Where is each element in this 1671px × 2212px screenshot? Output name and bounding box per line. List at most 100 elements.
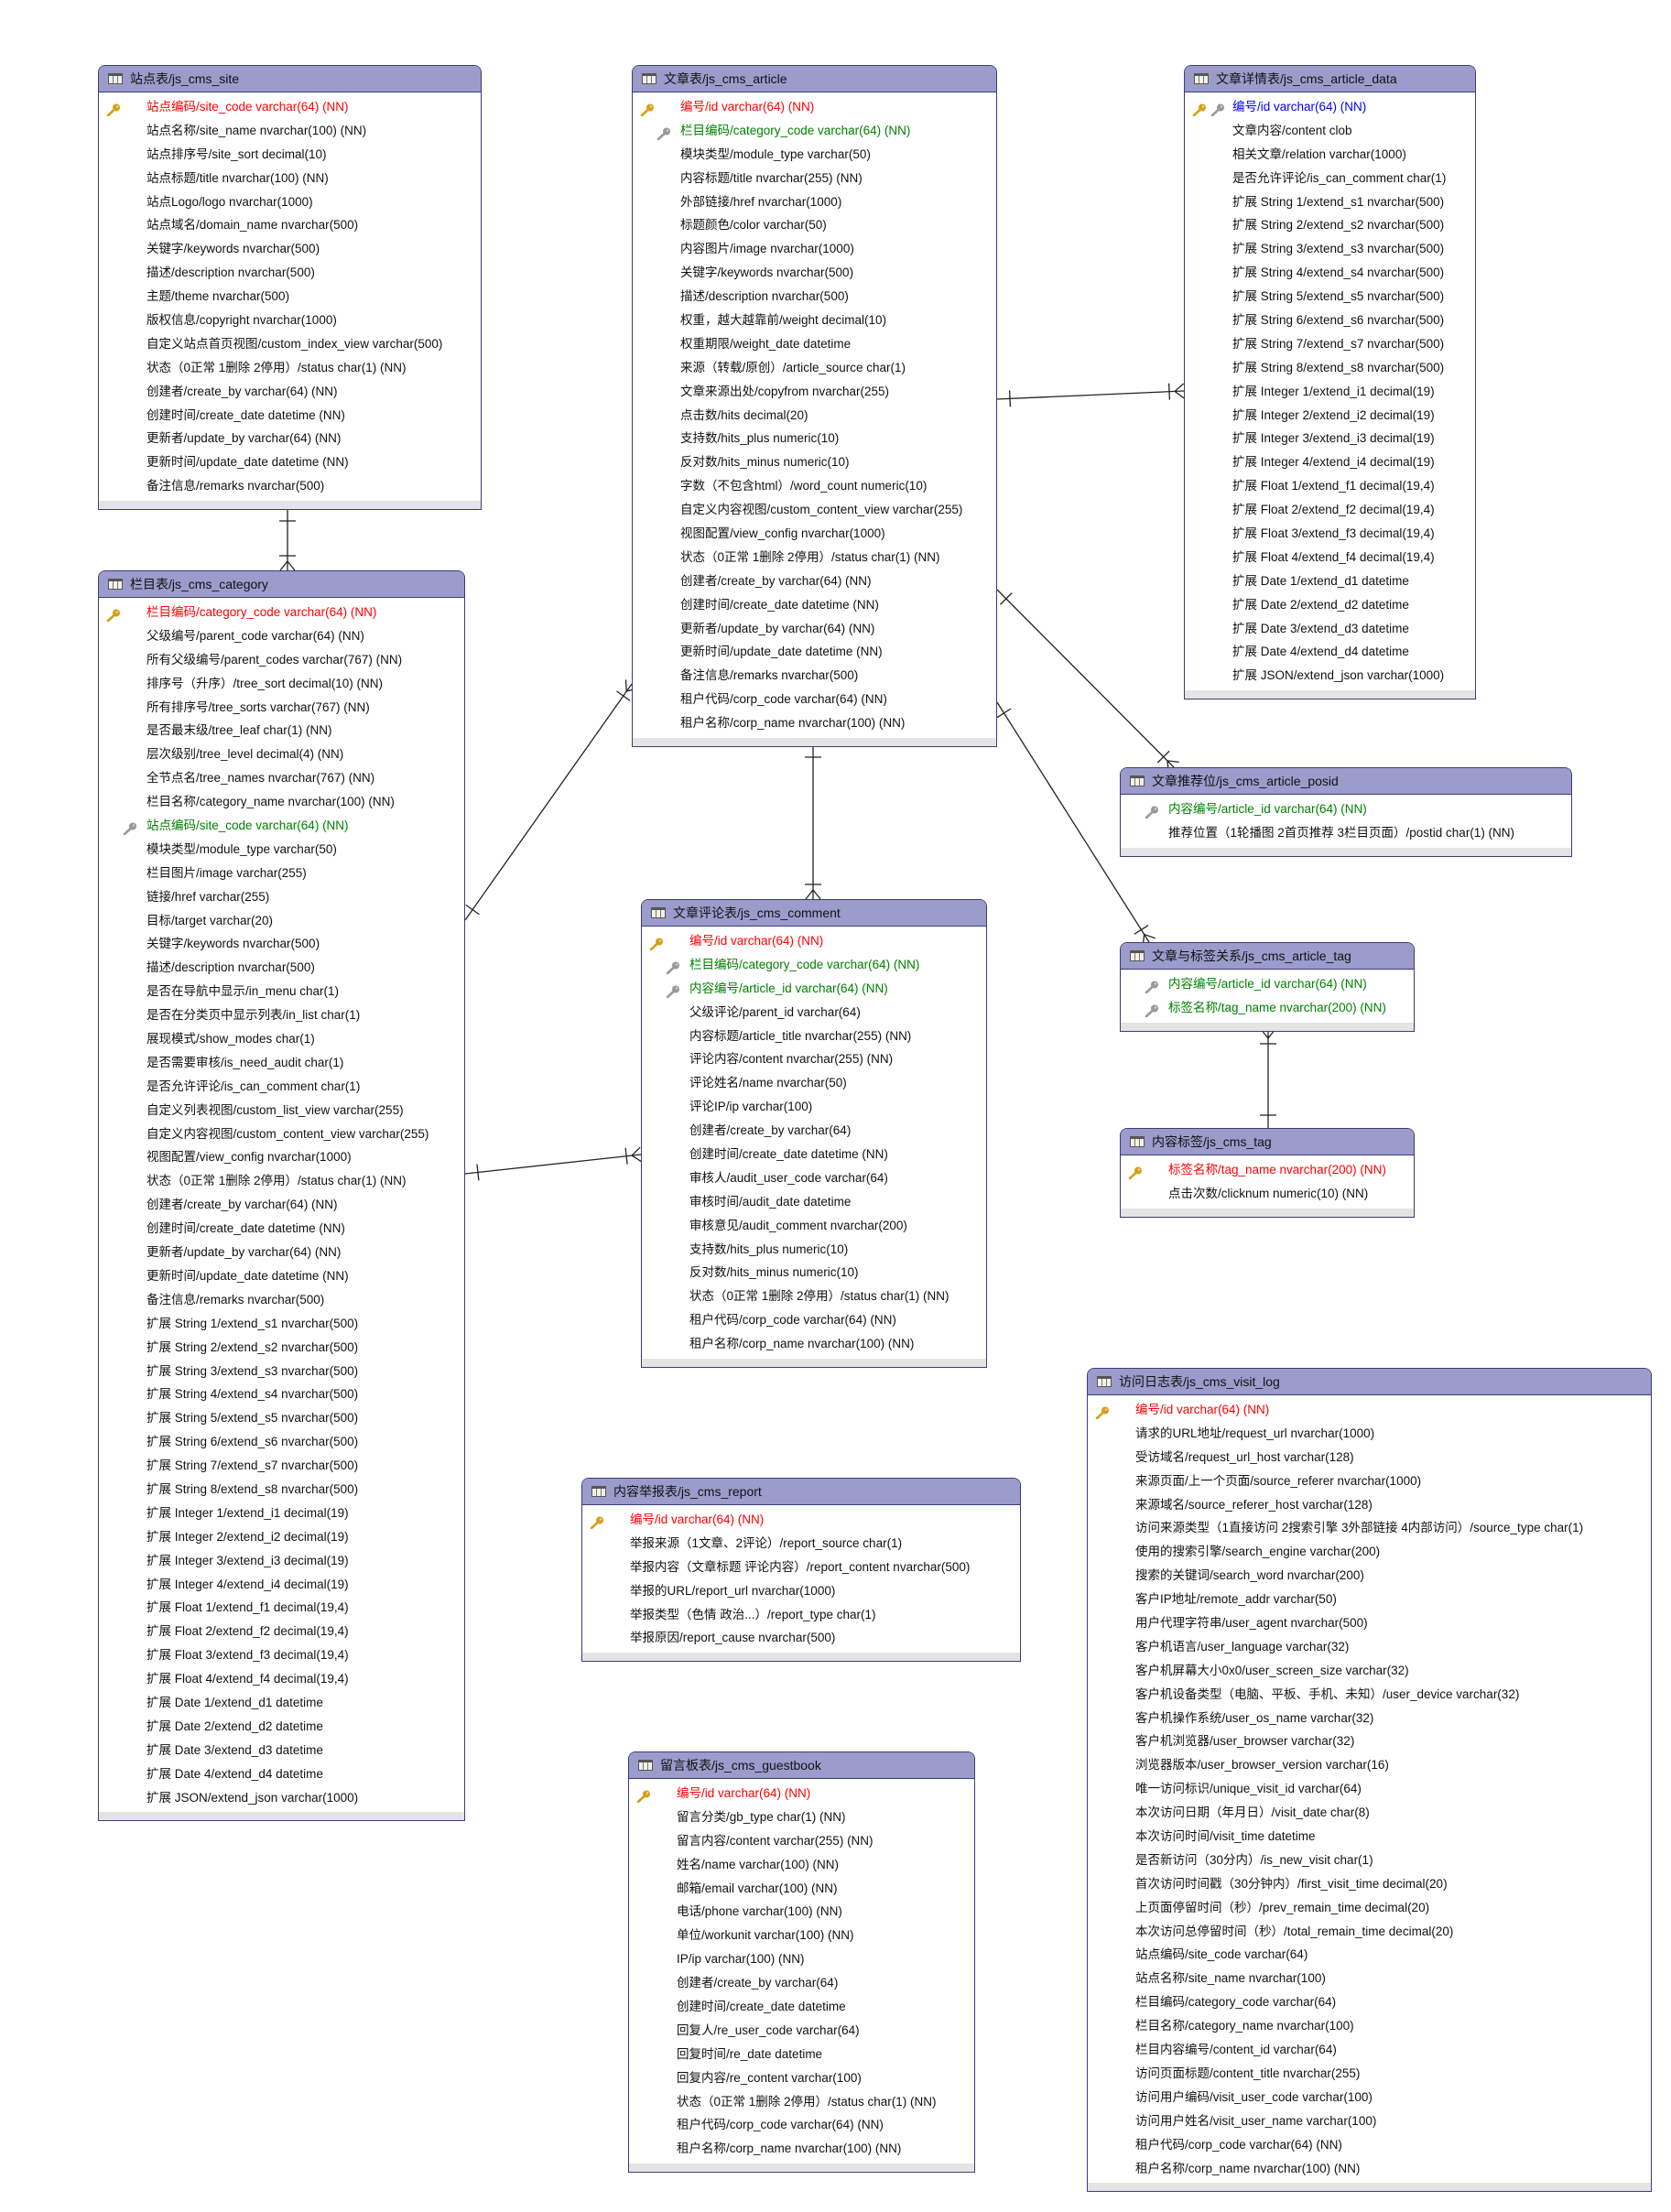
table-field[interactable]: 自定义内容视图/custom_content_view varchar(255)	[633, 498, 996, 522]
table-field[interactable]: 回复时间/re_date datetime	[629, 2043, 974, 2066]
table-field[interactable]: 扩展 Float 4/extend_f4 decimal(19,4)	[99, 1667, 464, 1691]
table-field[interactable]: 字数（不包含html）/word_count numeric(10)	[633, 474, 996, 498]
table-field[interactable]: 扩展 Date 1/extend_d1 datetime	[1185, 569, 1475, 593]
table-field[interactable]: 创建者/create_by varchar(64)	[642, 1119, 986, 1143]
table-field[interactable]: 描述/description nvarchar(500)	[99, 261, 481, 285]
table-category[interactable]: 栏目表/js_cms_category 栏目编码/category_code va…	[98, 570, 465, 1822]
table-field[interactable]: 链接/href varchar(255)	[99, 885, 464, 909]
table-field[interactable]: 租户名称/corp_name nvarchar(100) (NN)	[633, 711, 996, 735]
table-field[interactable]: 评论姓名/name nvarchar(50)	[642, 1071, 986, 1095]
table-field[interactable]: 邮箱/email varchar(100) (NN)	[629, 1877, 974, 1901]
table-field[interactable]: 编号/id varchar(64) (NN)	[633, 95, 996, 119]
table-field[interactable]: 受访域名/request_url_host varchar(128)	[1088, 1446, 1651, 1469]
table-header[interactable]: 留言板表/js_cms_guestbook	[629, 1752, 974, 1779]
table-field[interactable]: 推荐位置（1轮播图 2首页推荐 3栏目页面）/postid char(1) (N…	[1121, 821, 1571, 845]
table-field[interactable]: 租户代码/corp_code varchar(64) (NN)	[1088, 2133, 1651, 2157]
table-field[interactable]: 相关文章/relation varchar(1000)	[1185, 143, 1475, 167]
table-field[interactable]: 扩展 String 1/extend_s1 nvarchar(500)	[1185, 190, 1475, 214]
table-field[interactable]: 创建时间/create_date datetime (NN)	[633, 593, 996, 617]
table-field[interactable]: 扩展 String 7/extend_s7 nvarchar(500)	[1185, 332, 1475, 356]
table-field[interactable]: 本次访问日期（年月日）/visit_date char(8)	[1088, 1801, 1651, 1825]
table-field[interactable]: 更新时间/update_date datetime (NN)	[633, 640, 996, 664]
table-field[interactable]: 来源域名/source_referer_host varchar(128)	[1088, 1493, 1651, 1517]
table-field[interactable]: 内容图片/image nvarchar(1000)	[633, 237, 996, 261]
table-field[interactable]: 是否需要审核/is_need_audit char(1)	[99, 1051, 464, 1075]
table-header[interactable]: 站点表/js_cms_site	[99, 66, 481, 92]
table-field[interactable]: 描述/description nvarchar(500)	[99, 956, 464, 980]
table-comment[interactable]: 文章评论表/js_cms_comment 编号/id varchar(64) (N…	[641, 899, 987, 1369]
table-field[interactable]: 租户代码/corp_code varchar(64) (NN)	[629, 2113, 974, 2137]
table-field[interactable]: 审核人/audit_user_code varchar(64)	[642, 1166, 986, 1190]
table-field[interactable]: 关键字/keywords nvarchar(500)	[99, 932, 464, 956]
table-field[interactable]: 扩展 Integer 3/extend_i3 decimal(19)	[1185, 427, 1475, 450]
table-field[interactable]: 站点编码/site_code varchar(64)	[1088, 1943, 1651, 1967]
table-field[interactable]: 标签名称/tag_name nvarchar(200) (NN)	[1121, 1158, 1414, 1182]
table-tag[interactable]: 内容标签/js_cms_tag 标签名称/tag_name nvarchar(20…	[1120, 1128, 1415, 1218]
table-field[interactable]: 站点排序号/site_sort decimal(10)	[99, 143, 481, 167]
table-field[interactable]: 反对数/hits_minus numeric(10)	[633, 450, 996, 474]
table-field[interactable]: 留言分类/gb_type char(1) (NN)	[629, 1805, 974, 1829]
table-field[interactable]: 举报类型（色情 政治...）/report_type char(1)	[582, 1603, 1020, 1627]
table-field[interactable]: 自定义内容视图/custom_content_view varchar(255)	[99, 1122, 464, 1146]
table-field[interactable]: 来源页面/上一个页面/source_referer nvarchar(1000)	[1088, 1469, 1651, 1493]
table-field[interactable]: 创建者/create_by varchar(64) (NN)	[99, 1193, 464, 1217]
table-field[interactable]: 举报来源（1文章、2评论）/report_source char(1)	[582, 1532, 1020, 1556]
table-field[interactable]: 举报原因/report_cause nvarchar(500)	[582, 1626, 1020, 1650]
table-field[interactable]: 扩展 Integer 1/extend_i1 decimal(19)	[99, 1502, 464, 1525]
table-field[interactable]: 创建时间/create_date datetime (NN)	[642, 1143, 986, 1166]
table-field[interactable]: 扩展 Integer 3/extend_i3 decimal(19)	[99, 1549, 464, 1573]
table-field[interactable]: 更新时间/update_date datetime (NN)	[99, 450, 481, 474]
table-field[interactable]: 支持数/hits_plus numeric(10)	[642, 1238, 986, 1262]
table-field[interactable]: 扩展 String 3/extend_s3 nvarchar(500)	[99, 1360, 464, 1383]
table-field[interactable]: 本次访问时间/visit_time datetime	[1088, 1825, 1651, 1849]
table-field[interactable]: 扩展 String 7/extend_s7 nvarchar(500)	[99, 1454, 464, 1478]
table-field[interactable]: 自定义站点首页视图/custom_index_view varchar(500)	[99, 332, 481, 356]
table-field[interactable]: 状态（0正常 1删除 2停用）/status char(1) (NN)	[99, 356, 481, 380]
table-field[interactable]: 扩展 Integer 2/extend_i2 decimal(19)	[99, 1525, 464, 1549]
table-header[interactable]: 访问日志表/js_cms_visit_log	[1088, 1369, 1651, 1395]
table-header[interactable]: 文章详情表/js_cms_article_data	[1185, 66, 1475, 92]
table-field[interactable]: 首次访问时间戳（30分钟内）/first_visit_time decimal(…	[1088, 1872, 1651, 1896]
table-field[interactable]: 站点域名/domain_name nvarchar(500)	[99, 213, 481, 237]
table-field[interactable]: 扩展 Integer 2/extend_i2 decimal(19)	[1185, 404, 1475, 428]
table-field[interactable]: 版权信息/copyright nvarchar(1000)	[99, 309, 481, 332]
table-field[interactable]: 扩展 Date 2/extend_d2 datetime	[99, 1715, 464, 1739]
table-field[interactable]: 留言内容/content varchar(255) (NN)	[629, 1829, 974, 1853]
table-field[interactable]: 扩展 JSON/extend_json varchar(1000)	[1185, 664, 1475, 688]
table-field[interactable]: 扩展 Date 4/extend_d4 datetime	[1185, 640, 1475, 664]
table-field[interactable]: 扩展 Float 3/extend_f3 decimal(19,4)	[99, 1643, 464, 1667]
table-field[interactable]: 编号/id varchar(64) (NN)	[629, 1782, 974, 1805]
table-field[interactable]: 站点标题/title nvarchar(100) (NN)	[99, 167, 481, 190]
table-field[interactable]: 扩展 String 8/extend_s8 nvarchar(500)	[99, 1478, 464, 1502]
table-field[interactable]: 更新时间/update_date datetime (NN)	[99, 1264, 464, 1288]
table-field[interactable]: 访问页面标题/content_title nvarchar(255)	[1088, 2062, 1651, 2086]
table-field[interactable]: 扩展 String 3/extend_s3 nvarchar(500)	[1185, 237, 1475, 261]
table-field[interactable]: 扩展 String 4/extend_s4 nvarchar(500)	[1185, 261, 1475, 285]
table-field[interactable]: 扩展 Float 4/extend_f4 decimal(19,4)	[1185, 546, 1475, 569]
table-field[interactable]: 租户名称/corp_name nvarchar(100) (NN)	[1088, 2157, 1651, 2181]
table-field[interactable]: 审核意见/audit_comment nvarchar(200)	[642, 1214, 986, 1238]
table-field[interactable]: 是否允许评论/is_can_comment char(1)	[1185, 167, 1475, 190]
table-field[interactable]: 客户机设备类型（电脑、平板、手机、未知）/user_device varchar…	[1088, 1683, 1651, 1707]
table-field[interactable]: 状态（0正常 1删除 2停用）/status char(1) (NN)	[629, 2090, 974, 2114]
table-field[interactable]: 备注信息/remarks nvarchar(500)	[99, 1288, 464, 1312]
table-field[interactable]: 浏览器版本/user_browser_version varchar(16)	[1088, 1753, 1651, 1777]
table-field[interactable]: 扩展 Float 2/extend_f2 decimal(19,4)	[99, 1620, 464, 1643]
table-field[interactable]: 权重，越大越靠前/weight decimal(10)	[633, 309, 996, 332]
table-field[interactable]: 是否在导航中显示/in_menu char(1)	[99, 980, 464, 1003]
table-field[interactable]: 标签名称/tag_name nvarchar(200) (NN)	[1121, 996, 1414, 1020]
table-field[interactable]: 创建时间/create_date datetime (NN)	[99, 404, 481, 428]
table-field[interactable]: 客户机操作系统/user_os_name varchar(32)	[1088, 1707, 1651, 1730]
table-field[interactable]: 关键字/keywords nvarchar(500)	[633, 261, 996, 285]
table-field[interactable]: 客户机语言/user_language varchar(32)	[1088, 1635, 1651, 1659]
table-field[interactable]: 目标/target varchar(20)	[99, 909, 464, 933]
table-field[interactable]: 租户代码/corp_code varchar(64) (NN)	[633, 688, 996, 711]
table-field[interactable]: 用户代理字符串/user_agent nvarchar(500)	[1088, 1611, 1651, 1635]
table-field[interactable]: 创建时间/create_date datetime (NN)	[99, 1217, 464, 1241]
table-field[interactable]: 内容编号/article_id varchar(64) (NN)	[1121, 797, 1571, 821]
table-field[interactable]: 栏目编码/category_code varchar(64) (NN)	[642, 953, 986, 977]
table-header[interactable]: 内容举报表/js_cms_report	[582, 1479, 1020, 1505]
table-article-tag[interactable]: 文章与标签关系/js_cms_article_tag 内容编号/article_i…	[1120, 942, 1415, 1032]
table-header[interactable]: 文章与标签关系/js_cms_article_tag	[1121, 943, 1414, 970]
table-field[interactable]: 全节点名/tree_names nvarchar(767) (NN)	[99, 766, 464, 790]
